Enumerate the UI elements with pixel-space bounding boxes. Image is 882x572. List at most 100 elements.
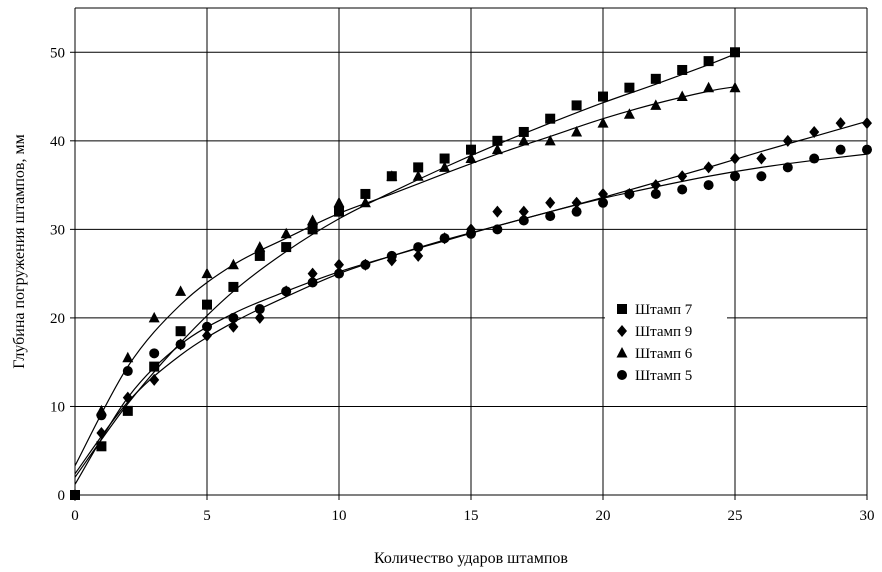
data-point-circle	[624, 188, 635, 199]
gridlines	[75, 7, 868, 495]
data-point-diamond	[598, 187, 608, 200]
data-point-square	[730, 47, 740, 58]
legend-marker-diamond	[617, 325, 627, 337]
data-point-circle	[650, 188, 661, 199]
data-point-triangle	[518, 134, 530, 146]
data-point-diamond	[334, 258, 344, 271]
y-tick-label: 20	[50, 311, 65, 327]
data-point-diamond	[703, 161, 714, 174]
data-point-square	[466, 144, 476, 155]
data-point-circle	[334, 268, 344, 279]
data-point-circle	[835, 144, 846, 155]
data-point-circle	[862, 144, 872, 155]
x-axis-title: Количество ударов штампов	[374, 550, 568, 567]
data-point-circle	[254, 304, 265, 315]
legend-label: Штамп 6	[635, 346, 693, 362]
legend-label: Штамп 5	[635, 368, 692, 384]
data-point-triangle	[439, 161, 451, 172]
data-point-triangle	[491, 143, 503, 155]
data-point-diamond	[545, 196, 556, 209]
data-point-triangle	[412, 170, 424, 181]
data-point-triangle	[254, 241, 266, 252]
data-point-circle	[782, 162, 793, 173]
data-point-square	[360, 188, 371, 199]
legend-marker-square	[617, 304, 627, 314]
data-point-square	[96, 441, 107, 452]
data-point-triangle	[544, 134, 556, 146]
data-point-triangle	[175, 285, 187, 296]
data-point-square	[413, 162, 424, 173]
data-point-circle	[809, 153, 820, 164]
y-tick-label: 40	[50, 134, 65, 150]
data-point-circle	[730, 171, 740, 182]
data-point-diamond	[862, 117, 872, 130]
data-point-square	[122, 405, 133, 416]
legend-label: Штамп 7	[635, 302, 693, 318]
tick-labels: 0 10 20 30 40 50 0 5 10 15 20 25 30	[50, 45, 875, 524]
y-tick-label: 50	[50, 45, 65, 61]
data-point-diamond	[571, 196, 582, 209]
data-point-circle	[281, 286, 292, 297]
data-point-circle	[598, 197, 608, 208]
data-point-square	[598, 91, 608, 102]
y-axis-title: Глубина погружения штампов, мм	[11, 134, 28, 368]
x-tick-label: 15	[464, 508, 479, 524]
data-point-triangle	[729, 81, 741, 93]
legend: Штамп 7 Штамп 9 Штамп 6 Штамп 5	[605, 295, 727, 393]
data-point-square	[545, 113, 556, 124]
data-point-square	[518, 126, 529, 137]
data-point-triangle	[280, 227, 292, 239]
data-point-square	[175, 326, 186, 337]
data-point-square	[492, 135, 503, 146]
data-point-diamond	[730, 152, 740, 165]
x-tick-label: 0	[71, 508, 79, 524]
data-point-diamond	[835, 117, 846, 130]
data-point-square	[571, 100, 582, 111]
data-point-circle	[439, 233, 450, 244]
data-point-diamond	[492, 205, 503, 218]
data-point-square	[254, 250, 265, 261]
data-point-square	[439, 153, 450, 164]
data-point-circle	[175, 339, 186, 350]
data-point-square	[149, 361, 160, 372]
data-point-triangle	[307, 214, 319, 226]
data-point-diamond	[518, 205, 529, 218]
data-point-circle	[756, 171, 767, 182]
y-tick-label: 30	[50, 222, 65, 238]
data-point-square	[307, 224, 318, 235]
data-point-square	[703, 56, 714, 67]
data-point-diamond	[254, 311, 265, 324]
y-tick-label: 0	[58, 488, 66, 504]
data-point-square	[334, 206, 344, 217]
data-point-square	[281, 242, 292, 253]
data-point-circle	[703, 180, 714, 191]
data-point-circle	[413, 242, 424, 253]
data-point-diamond	[202, 329, 212, 342]
data-point-circle	[149, 348, 160, 359]
data-point-diamond	[149, 373, 160, 386]
data-point-diamond	[809, 125, 820, 138]
data-point-triangle	[597, 117, 609, 128]
data-point-circle	[545, 211, 556, 222]
data-point-triangle	[571, 125, 583, 137]
x-tick-label: 20	[596, 508, 611, 524]
data-point-circle	[202, 321, 212, 332]
data-point-diamond	[782, 134, 793, 147]
data-point-square	[677, 64, 688, 75]
data-point-circle	[360, 259, 371, 270]
data-point-diamond	[96, 427, 107, 440]
trend-line-triangle	[74, 86, 736, 467]
data-point-triangle	[359, 196, 371, 208]
data-point-triangle	[122, 351, 134, 363]
axes	[70, 8, 868, 500]
data-point-triangle	[333, 196, 345, 208]
data-point-diamond	[122, 391, 133, 404]
x-tick-label: 10	[332, 508, 347, 524]
data-point-diamond	[228, 320, 239, 333]
data-point-diamond	[307, 267, 318, 280]
trend-line-circle	[74, 153, 868, 485]
y-tick-label: 10	[50, 399, 65, 415]
x-tick-label: 25	[728, 508, 743, 524]
x-tick-label: 5	[203, 508, 211, 524]
data-point-circle	[518, 215, 529, 226]
